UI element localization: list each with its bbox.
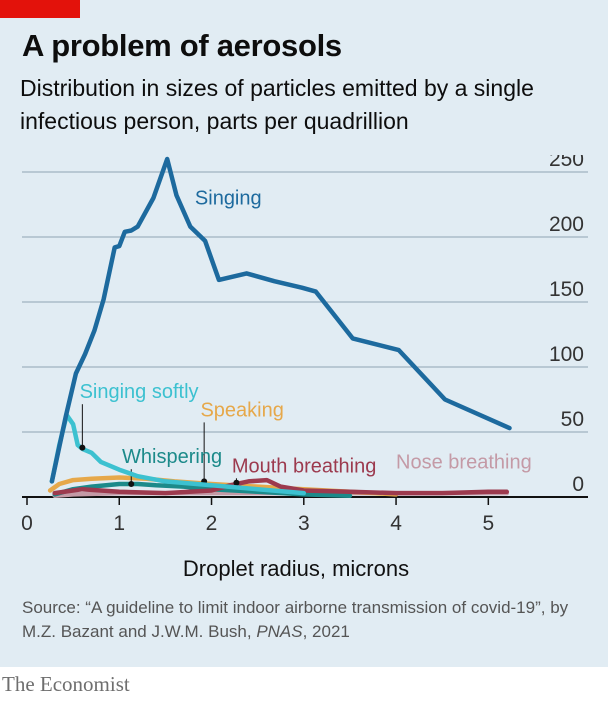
series-label-nose-breathing: Nose breathing [396,451,532,473]
brand-red-tag [0,0,80,18]
series-label-mouth-breathing: Mouth breathing [232,455,377,477]
x-tick-label-2: 2 [206,512,218,535]
x-tick-label-4: 4 [390,512,402,535]
source-publication: PNAS [256,622,303,641]
source-text: Source: “A guideline to limit indoor air… [22,598,569,641]
y-tick-label-0: 0 [572,473,584,496]
x-tick-label-3: 3 [298,512,310,535]
leader-dot-whispering [128,481,135,487]
y-tick-label-150: 150 [549,278,584,301]
source-year: , 2021 [302,622,350,641]
x-tick-label-1: 1 [113,512,125,535]
series-label-speaking: Speaking [200,399,283,421]
x-tick-label-5: 5 [482,512,494,535]
source-note: Source: “A guideline to limit indoor air… [22,596,582,644]
y-tick-label-100: 100 [549,343,584,366]
series-label-whispering: Whispering [122,446,222,468]
series-line-singing [49,156,512,484]
x-axis-title: Droplet radius, microns [183,556,409,581]
line-chart: 0 50 100 150 200 250 0 1 2 3 4 5 Droplet radius, mic… [21,155,588,581]
y-tick-label-200: 200 [549,213,584,236]
series-label-singing: Singing [195,188,262,210]
chart-subtitle: Distribution in sizes of particles emitt… [20,75,534,134]
leader-dot-mouth-breathing [233,479,240,486]
chart-title: A problem of aerosols [22,28,342,63]
chart-panel: A problem of aerosols Distribution in si… [0,0,608,667]
series-line-mouth-breathing [52,477,510,496]
y-tick-label-50: 50 [561,408,584,431]
y-tick-label-250: 250 [549,155,584,171]
leader-dot-singing-softly [79,444,86,451]
brand-wordmark: The Economist [2,672,130,696]
series-label-singing-softly: Singing softly [80,381,199,403]
x-tick-label-0: 0 [21,512,33,535]
